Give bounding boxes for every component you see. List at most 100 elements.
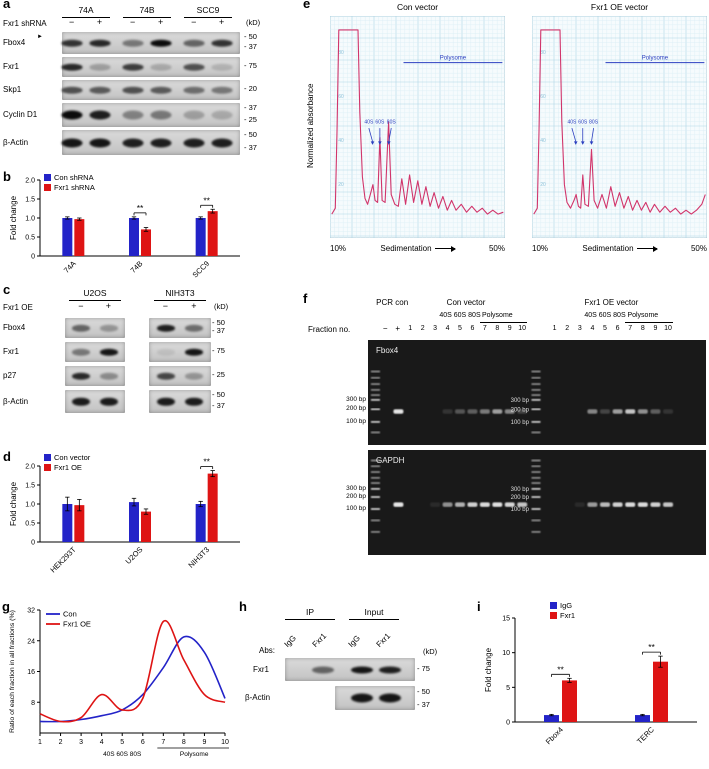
polysome-header: Polysome (627, 312, 659, 319)
dna-band (637, 409, 648, 414)
dna-band (479, 409, 490, 414)
dna-band (393, 409, 404, 414)
protein-band (89, 63, 111, 71)
protein-band (89, 110, 111, 120)
x-tick-label: 7 (161, 739, 165, 746)
blot-strip (65, 342, 125, 362)
dna-band (504, 502, 515, 507)
ribosome-arrowhead-icon (580, 141, 585, 145)
cellline-header: SCC9 (184, 5, 232, 18)
fraction-number: 2 (420, 325, 425, 332)
y-axis-label: Fold change (9, 195, 18, 240)
protein-label: p27 (3, 371, 17, 380)
ladder-band (370, 530, 380, 533)
blot-strip (61, 103, 240, 127)
paper-scale-number: 20 (540, 182, 546, 188)
treatment-sign: − (162, 301, 168, 311)
treatment-sign: + (105, 301, 112, 311)
mw-marker: - 37 (212, 401, 225, 410)
ribosome-arrow (368, 128, 373, 142)
protein-band (150, 39, 172, 47)
y-axis-label: Ratio of each fraction in all fractions … (9, 610, 16, 733)
e-y-axis-label: Normalized absorbance (306, 83, 315, 169)
treatment-sign: + (157, 17, 164, 27)
x-tick-label: 1 (38, 739, 42, 746)
pcr-lane-sign: + (395, 324, 401, 333)
panel-e: e Normalized absorbance Con vector 80 60 4… (296, 0, 709, 292)
protein-label: Fxr1 (3, 347, 19, 356)
protein-band (183, 63, 205, 71)
ladder-band (370, 476, 380, 479)
protein-band (122, 63, 144, 71)
dna-band (504, 409, 515, 414)
legend-label: Con shRNA (54, 173, 94, 182)
ribosome-arrowhead-icon (378, 141, 382, 145)
panel-label-a: a (3, 0, 11, 11)
x-tick-label: 10 (221, 739, 229, 746)
y-tick-label: 0.5 (25, 521, 35, 528)
legend-swatch (550, 602, 557, 609)
fraction-number: 9 (507, 325, 512, 332)
bar (653, 661, 668, 722)
ladder-band (370, 394, 380, 397)
protein-band (61, 110, 83, 120)
bar (129, 502, 139, 542)
ribosome-peak-label: 80S (589, 120, 599, 126)
ladder-band (531, 465, 541, 468)
dna-band (612, 409, 623, 414)
abs-label: Abs: (259, 646, 276, 655)
bp-label-left: 200 bp (346, 493, 366, 501)
ladder-band (370, 383, 380, 386)
x-category-label: 74A (62, 259, 78, 275)
protein-band (122, 110, 144, 120)
legend-swatch (44, 454, 51, 461)
gel-svg: GAPDH 300 bp 200 bp 100 bp (368, 450, 706, 555)
significance-label: ** (137, 203, 144, 213)
x-category-label: TERC (635, 725, 656, 746)
protein-label: Fbox4 (3, 323, 26, 332)
dna-band (455, 409, 466, 414)
panel-label-e: e (303, 0, 311, 11)
y-tick-label: 1.0 (25, 502, 35, 509)
protein-band (183, 39, 205, 47)
protein-band (350, 666, 373, 673)
protein-band (72, 372, 91, 380)
ribosome-peak-label: 40S (364, 120, 374, 126)
protein-band (150, 63, 172, 71)
ladder-band (370, 487, 380, 490)
protein-band (150, 110, 172, 120)
bar (62, 504, 73, 542)
protein-band (99, 324, 118, 332)
dna-band (637, 502, 648, 507)
ribosome-peak-label: 40S (567, 120, 577, 126)
blot-strip (61, 130, 240, 155)
bar (141, 229, 151, 256)
treatment-sign: + (191, 301, 197, 311)
dna-band (442, 409, 453, 414)
panel-label-c: c (3, 282, 11, 297)
ribosome-arrowhead-icon (370, 141, 375, 145)
ladder-band (370, 420, 380, 423)
y-tick-label: 0 (31, 540, 35, 547)
ladder-band (531, 398, 541, 401)
polysome-profile-oe: Fxr1 OE vector 80 60 40 20 40S 60S 80S Polysome… (532, 2, 707, 290)
fraction-number: 6 (615, 325, 620, 332)
x-tick-label: 8 (182, 739, 186, 746)
protein-band (185, 397, 204, 406)
panel-label-b: b (3, 169, 11, 184)
polysome-header: Polysome (481, 312, 513, 319)
treatment-sign: − (130, 17, 136, 27)
protein-band (185, 372, 204, 380)
mw-marker: - 75 (212, 346, 225, 355)
ribosome-peak-label: 60S (578, 120, 588, 126)
ladder-band (531, 459, 541, 462)
panel-label-i: i (477, 599, 481, 614)
legend-swatch (44, 184, 51, 191)
bar-chart: 0 0.5 1.0 1.5 2.0 Fold change 74A 74B SCC9 ** ** Co… (9, 173, 240, 280)
mw-marker: - 25 (244, 115, 257, 124)
series-line (39, 620, 226, 723)
cellline-header: 74B (123, 5, 171, 18)
bp-label-left: 300 bp (346, 484, 366, 492)
dna-band (430, 502, 441, 507)
